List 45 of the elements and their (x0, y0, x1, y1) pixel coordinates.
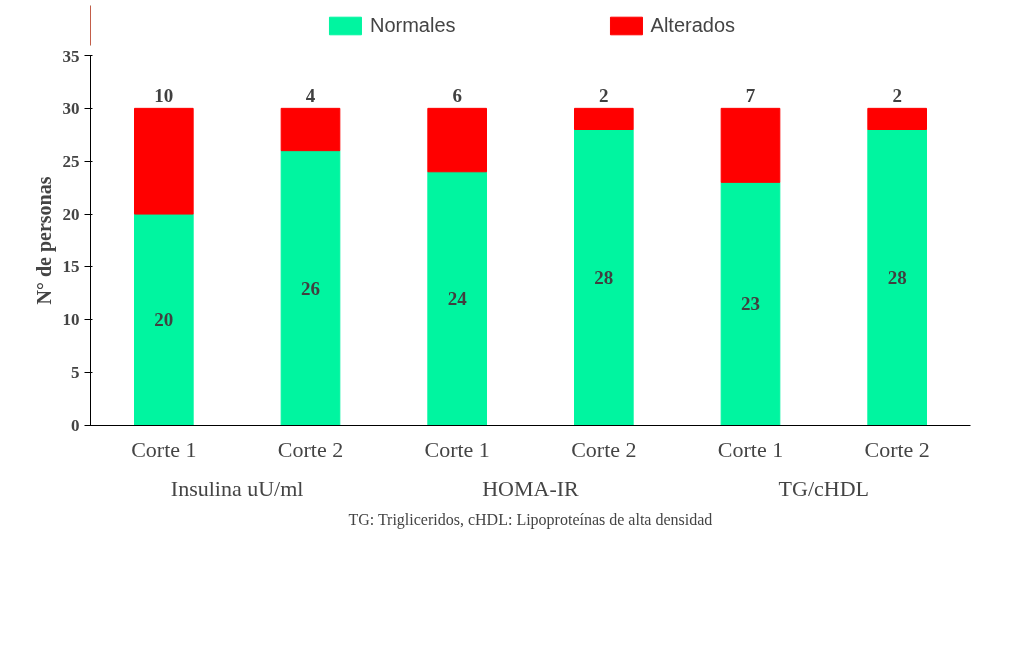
x-tick-label: Corte 1 (131, 436, 197, 462)
legend-label: Normales (369, 13, 456, 37)
data-label: 23 (741, 293, 760, 315)
bar (280, 150, 341, 426)
bar (134, 213, 194, 426)
bar (134, 107, 194, 215)
text: TG: Trigliceridos, cHDL: Lipoproteínas de alta densidad (348, 510, 713, 529)
data-label: 20 (154, 309, 174, 331)
data-label: 10 (154, 85, 174, 107)
x-tick-label: Corte 2 (864, 436, 930, 462)
x-tick-label: Corte 2 (277, 436, 344, 462)
data-label: 6 (452, 85, 462, 107)
x-tick-label: Corte 2 (571, 436, 637, 462)
y-tick-label: 20 (62, 204, 80, 224)
bar (720, 107, 781, 183)
text: TG/cHDL (778, 475, 870, 501)
y-tick-label: 15 (62, 257, 80, 277)
y-tick-label: 10 (62, 310, 80, 330)
legend-label: Alterados (650, 13, 736, 37)
bar (280, 107, 341, 152)
data-label: 24 (447, 288, 468, 310)
data-label: 2 (892, 85, 902, 107)
y-tick-label: 25 (62, 151, 80, 171)
bar (867, 129, 927, 426)
bar (574, 107, 634, 130)
text: Insulina uU/ml (170, 475, 304, 501)
x-tick-label: Corte 1 (717, 436, 784, 462)
y-tick-label: 30 (62, 98, 80, 118)
data-label: 28 (887, 267, 907, 288)
y-tick-label: 35 (62, 46, 80, 66)
bar (720, 181, 781, 426)
data-label: 7 (745, 85, 756, 107)
data-label: 2 (599, 85, 609, 107)
bar (867, 107, 927, 130)
bar (427, 171, 487, 426)
y-tick-label: 0 (71, 416, 80, 435)
bar (427, 107, 487, 173)
text: HOMA-IR (482, 475, 580, 501)
y-axis-title: N° de personas (32, 176, 56, 305)
x-tick-label: Corte 1 (424, 436, 490, 462)
data-label: 26 (301, 277, 320, 299)
bar (574, 129, 634, 426)
y-tick-label: 5 (71, 363, 80, 383)
data-label: 4 (305, 85, 316, 107)
data-label: 28 (594, 267, 614, 288)
